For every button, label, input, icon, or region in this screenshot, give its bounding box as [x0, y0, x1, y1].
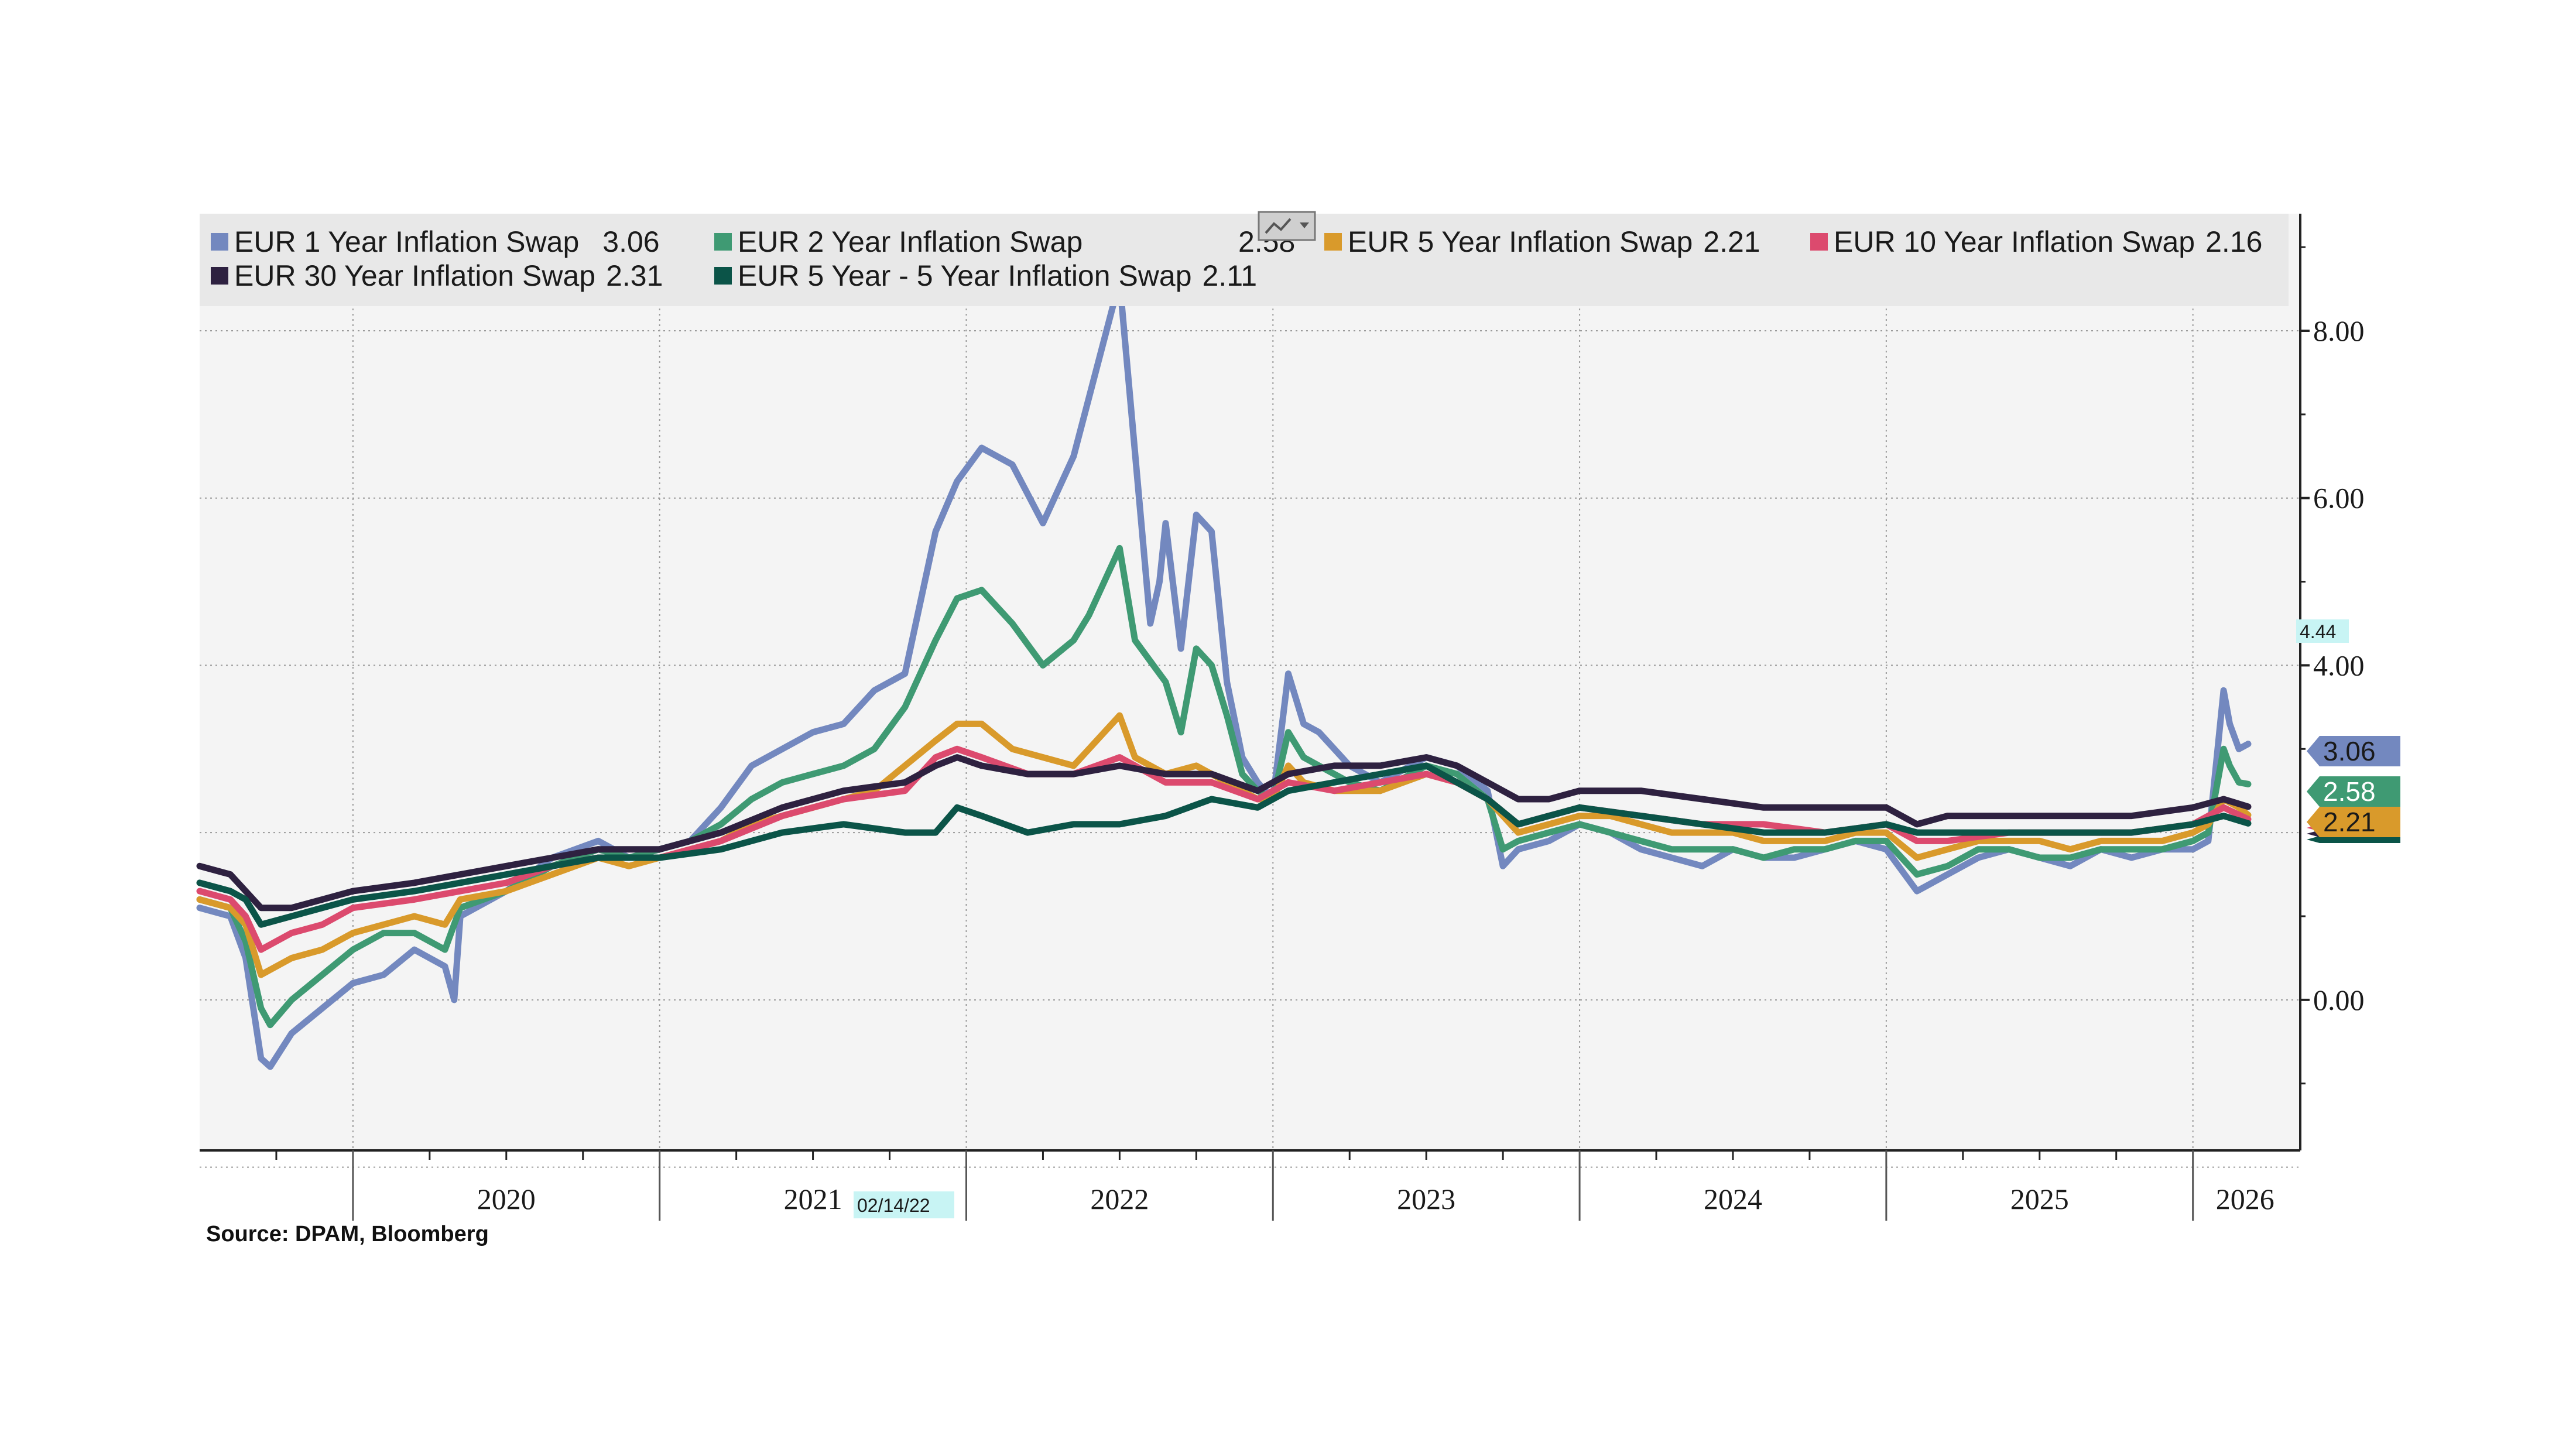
value-badge [2307, 736, 2400, 766]
hover-date-marker: 02/14/22 [854, 1191, 954, 1218]
hover-date-label: 02/14/22 [857, 1195, 930, 1216]
value-badge-text: 2.21 [2323, 807, 2376, 837]
y-tick-label: 0.00 [2313, 984, 2365, 1016]
legend-swatch [211, 267, 228, 285]
hover-value-label: 4.44 [2300, 621, 2336, 642]
legend-band [200, 214, 2289, 306]
legend-label: EUR 2 Year Inflation Swap [738, 225, 1083, 258]
series-line-5 [196, 754, 2252, 912]
value-badge-text: 3.06 [2323, 736, 2376, 766]
plot-area [200, 214, 2300, 1150]
legend-value: 2.21 [1703, 225, 1760, 258]
badge-stack-mark [2307, 836, 2400, 843]
x-ticks: 2020 2021 2022 2023 2024 2025 2026 [275, 1150, 2274, 1221]
source-note: Source: DPAM, Bloomberg [206, 1222, 489, 1246]
series-line-6 [196, 762, 2252, 928]
chart-type-icon[interactable] [1258, 211, 1316, 241]
y-tick-label: 4.00 [2313, 649, 2365, 681]
legend-value: 3.06 [602, 225, 659, 258]
y-tick-label: 8.00 [2313, 314, 2365, 347]
legend-swatch [714, 267, 732, 285]
legend-value: 2.31 [606, 259, 663, 292]
value-badge-text: 2.58 [2323, 776, 2376, 807]
x-tick-label: 2024 [1704, 1183, 1762, 1215]
legend-label: EUR 5 Year - 5 Year Inflation Swap [738, 259, 1192, 292]
x-tick-label: 2020 [477, 1183, 536, 1215]
x-tick-label: 2022 [1090, 1183, 1149, 1215]
legend-swatch [1810, 233, 1828, 251]
x-tick-label: 2025 [2010, 1183, 2069, 1215]
value-badge [2307, 807, 2400, 837]
legend-label: EUR 5 Year Inflation Swap [1348, 225, 1693, 258]
x-tick-label: 2026 [2216, 1183, 2274, 1215]
y-tick-label: 6.00 [2313, 482, 2365, 515]
legend-label: EUR 30 Year Inflation Swap [234, 259, 595, 292]
legend: EUR 1 Year Inflation Swap 3.06 EUR 2 Year … [211, 225, 2262, 292]
value-badge [2307, 776, 2400, 807]
legend-swatch [714, 233, 732, 251]
legend-label: EUR 10 Year Inflation Swap [1834, 225, 2195, 258]
series-layer [196, 277, 2252, 1070]
value-badges: 3.06 2.582.21 [2307, 736, 2400, 843]
x-tick-label: 2023 [1397, 1183, 1455, 1215]
x-tick-label: 2021 [784, 1183, 842, 1215]
legend-swatch [211, 233, 228, 251]
grid [200, 214, 2300, 1168]
legend-swatch [1324, 233, 1342, 251]
legend-value: 2.16 [2205, 225, 2262, 258]
y-ticks: 8.00 6.00 4.00 0.00 [2300, 246, 2365, 1085]
hover-value-marker: 4.44 [2296, 619, 2349, 643]
legend-value: 2.11 [1203, 259, 1258, 292]
legend-label: EUR 1 Year Inflation Swap [234, 225, 579, 258]
